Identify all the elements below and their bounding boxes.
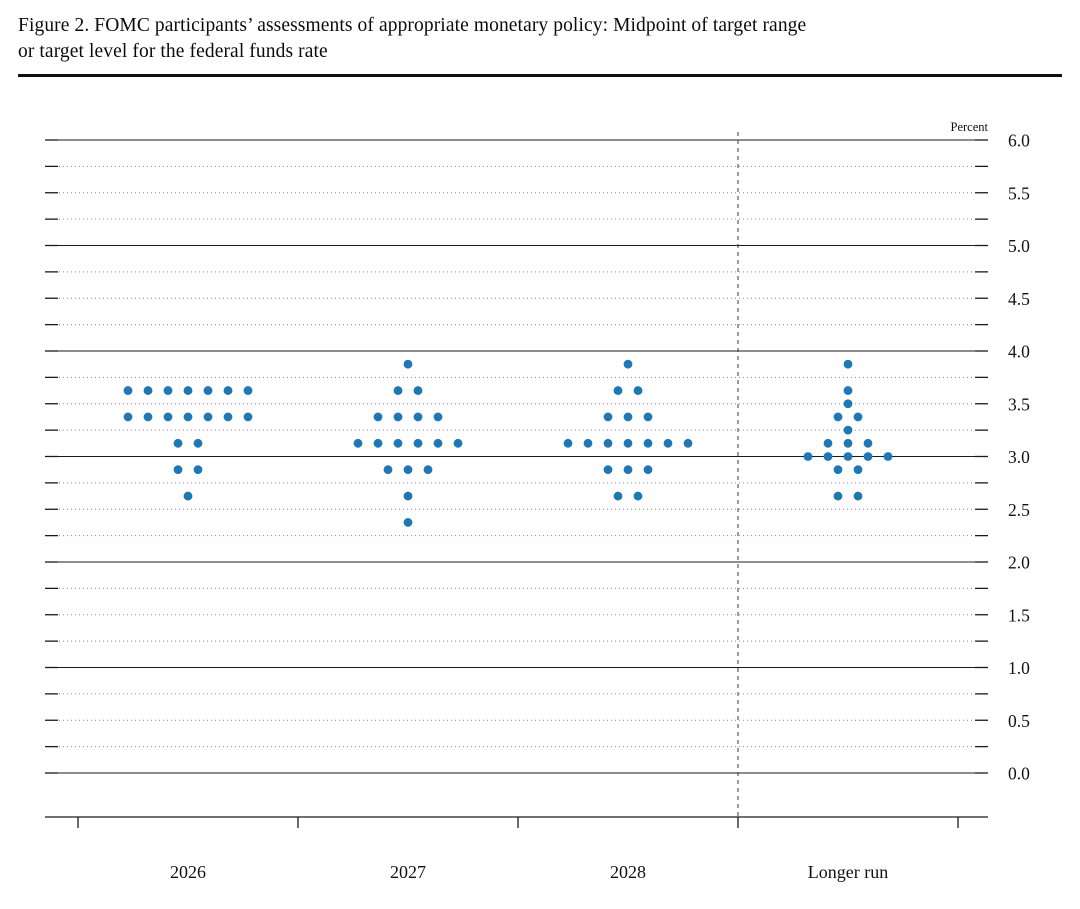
dot (683, 438, 693, 448)
x-axis-label: Longer run (808, 862, 888, 882)
dot (143, 386, 153, 395)
dot (603, 465, 613, 475)
dot (383, 465, 393, 475)
dot (613, 386, 623, 395)
dot (583, 438, 593, 448)
title-divider (18, 73, 1062, 77)
dot (643, 438, 653, 448)
dot (143, 412, 153, 422)
figure-title-line-1: Figure 2. FOMC participants’ assessments… (18, 15, 807, 36)
figure-header: Figure 2. FOMC participants’ assessments… (0, 0, 1080, 77)
y-axis-tick-label: 5.5 (1008, 183, 1030, 203)
dot (843, 425, 853, 435)
dot (643, 412, 653, 422)
dot (833, 465, 843, 475)
dot (123, 386, 133, 395)
y-axis-tick-label: 3.5 (1008, 394, 1030, 414)
dot (403, 518, 413, 527)
dot (223, 386, 233, 395)
dot (843, 438, 853, 448)
dot (453, 438, 463, 448)
dot (613, 491, 623, 501)
dot (803, 452, 813, 461)
dot (203, 386, 213, 395)
dot (223, 412, 233, 422)
dot (193, 438, 203, 448)
y-axis-tick-label: 3.0 (1008, 447, 1030, 467)
dot (243, 386, 253, 395)
dot (403, 491, 413, 501)
dot (183, 386, 193, 395)
dot (433, 438, 443, 448)
dot (823, 438, 833, 448)
dot (603, 412, 613, 422)
dot (393, 412, 403, 422)
dot (633, 491, 643, 501)
x-axis-label: 2027 (390, 862, 426, 882)
x-axis-label: 2026 (170, 862, 206, 882)
dot (203, 412, 213, 422)
y-axis-tick-label: 2.0 (1008, 553, 1030, 573)
y-axis-tick-label: 4.5 (1008, 289, 1030, 309)
dot (183, 491, 193, 501)
dot (393, 386, 403, 395)
dot (403, 359, 413, 369)
dot (423, 465, 433, 475)
y-axis-tick-label: 0.5 (1008, 711, 1030, 731)
dot (353, 438, 363, 448)
dot (173, 438, 183, 448)
dot (163, 386, 173, 395)
dot (843, 399, 853, 409)
dot (183, 412, 193, 422)
dot (623, 359, 633, 369)
dot (563, 438, 573, 448)
dot (163, 412, 173, 422)
dot (193, 465, 203, 475)
dot (633, 386, 643, 395)
dot (413, 438, 423, 448)
dot (623, 438, 633, 448)
dot (373, 438, 383, 448)
dot (403, 465, 413, 475)
dot (243, 412, 253, 422)
y-axis-tick-label: 5.0 (1008, 236, 1030, 256)
dot (843, 452, 853, 461)
y-axis-tick-label: 0.0 (1008, 764, 1030, 784)
dot (863, 438, 873, 448)
dot (823, 452, 833, 461)
dot (413, 386, 423, 395)
y-axis-tick-label: 1.0 (1008, 658, 1030, 678)
dot (623, 412, 633, 422)
y-axis-unit-label: Percent (951, 120, 989, 134)
dot (123, 412, 133, 422)
dot (833, 412, 843, 422)
dot (643, 465, 653, 475)
figure-title: Figure 2. FOMC participants’ assessments… (18, 13, 1062, 65)
figure-title-line-2: or target level for the federal funds ra… (18, 40, 328, 62)
dot (663, 438, 673, 448)
dot (433, 412, 443, 422)
dot (623, 465, 633, 475)
dot (393, 438, 403, 448)
dot (413, 412, 423, 422)
dot (603, 438, 613, 448)
y-axis-tick-label: 6.0 (1008, 131, 1030, 151)
dot (853, 465, 863, 475)
dot (853, 491, 863, 501)
x-axis-label: 2028 (610, 862, 646, 882)
dot (853, 412, 863, 422)
y-axis-tick-label: 1.5 (1008, 605, 1030, 625)
dot (173, 465, 183, 475)
dot (843, 359, 853, 369)
y-axis-tick-label: 2.5 (1008, 500, 1030, 520)
dot (843, 386, 853, 395)
dot (373, 412, 383, 422)
dot (883, 452, 893, 461)
y-axis-tick-label: 4.0 (1008, 342, 1030, 362)
dot (833, 491, 843, 501)
dot (863, 452, 873, 461)
